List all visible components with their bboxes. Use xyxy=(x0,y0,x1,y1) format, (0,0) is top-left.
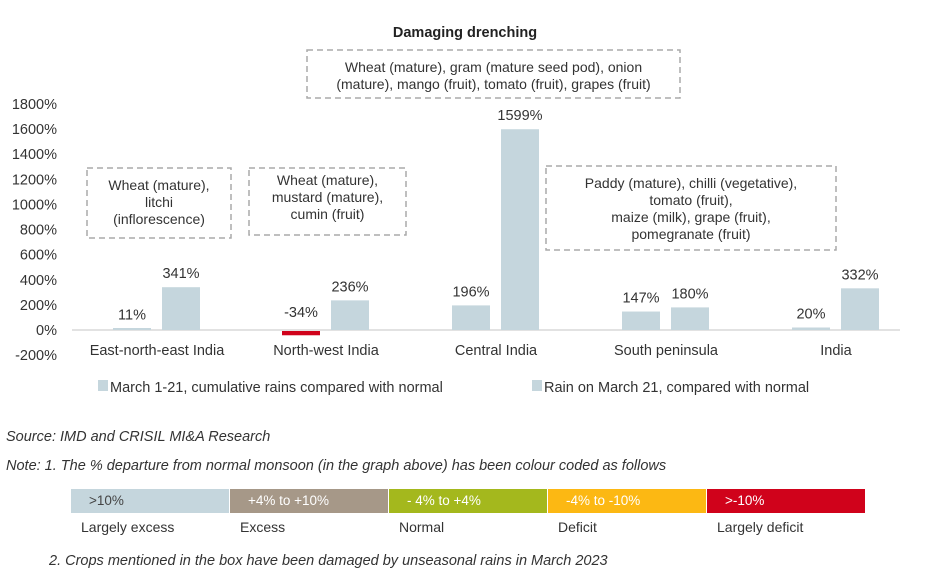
bar xyxy=(162,287,200,330)
scale-label: Excess xyxy=(240,519,286,535)
y-tick-label: 1600% xyxy=(12,122,57,138)
data-label: 1599% xyxy=(497,108,542,124)
scale-item: -4% to -10% Deficit xyxy=(548,489,706,535)
annotation-text: (inflorescence) xyxy=(113,211,205,227)
annotation-text: cumin (fruit) xyxy=(291,206,365,222)
bar xyxy=(671,307,709,330)
note-2: 2. Crops mentioned in the box have been … xyxy=(49,553,608,569)
data-label: -34% xyxy=(284,305,318,321)
scale-label: Normal xyxy=(399,519,445,535)
color-scale: >10% Largely excess +4% to +10% Excess - 4… xyxy=(71,489,866,535)
bar xyxy=(792,327,830,330)
bar xyxy=(113,328,151,330)
bar-chart: Damaging drenching 1800% 1600% 1400% 1200% 1… xyxy=(12,25,900,396)
note-1: Note: 1. The % departure from normal mon… xyxy=(6,458,667,474)
y-tick-label: 0% xyxy=(36,323,57,339)
data-label: 332% xyxy=(841,267,878,283)
scale-swatch: >10% xyxy=(71,489,229,513)
data-label: 11% xyxy=(118,308,146,324)
annotation-text: tomato (fruit), xyxy=(649,192,732,208)
crop-annotation-box xyxy=(86,167,232,239)
scale-label: Deficit xyxy=(558,519,597,535)
data-label: 180% xyxy=(671,286,708,302)
annotation-text: litchi xyxy=(145,194,173,210)
scale-label: Largely excess xyxy=(81,519,175,535)
legend-swatch xyxy=(98,380,108,391)
annotation-text: Paddy (mature), chilli (vegetative), xyxy=(585,175,797,191)
scale-swatch: - 4% to +4% xyxy=(389,489,547,513)
crop-annotation-box xyxy=(545,165,837,251)
category-label: North-west India xyxy=(273,343,380,359)
data-label: 147% xyxy=(622,291,659,307)
annotation-text: Wheat (mature), xyxy=(277,172,378,188)
source-note: Source: IMD and CRISIL MI&A Research xyxy=(6,429,271,445)
bar xyxy=(622,311,660,330)
y-tick-label: 400% xyxy=(20,273,57,289)
annotation-text: (mature), mango (fruit), tomato (fruit),… xyxy=(336,76,650,92)
annotation-text: Wheat (mature), xyxy=(108,177,209,193)
data-label: 196% xyxy=(452,284,489,300)
category-label: India xyxy=(820,343,852,359)
annotation-text: Wheat (mature), gram (mature seed pod), … xyxy=(345,59,642,75)
y-tick-label: 1400% xyxy=(12,147,57,163)
bar xyxy=(331,300,369,330)
y-tick-label: 600% xyxy=(20,248,57,264)
data-label: 20% xyxy=(796,306,825,322)
bar xyxy=(282,331,320,336)
category-label: Central India xyxy=(455,343,538,359)
scale-label: Largely deficit xyxy=(717,519,804,535)
bar xyxy=(501,129,539,330)
bar xyxy=(841,288,879,330)
bar xyxy=(452,305,490,330)
y-tick-label: 1200% xyxy=(12,172,57,188)
y-tick-label: 800% xyxy=(20,223,57,239)
category-label: South peninsula xyxy=(614,343,719,359)
legend-swatch xyxy=(532,380,542,391)
y-tick-label: 1800% xyxy=(12,97,57,113)
legend-label: March 1-21, cumulative rains compared wi… xyxy=(110,380,443,396)
scale-swatch: +4% to +10% xyxy=(230,489,388,513)
y-tick-label: -200% xyxy=(15,348,57,364)
scale-item: >-10% Largely deficit xyxy=(707,489,865,535)
annotation-text: pomegranate (fruit) xyxy=(631,226,750,242)
scale-item: - 4% to +4% Normal xyxy=(389,489,547,535)
y-tick-label: 1000% xyxy=(12,197,57,213)
scale-item: +4% to +10% Excess xyxy=(230,489,388,535)
scale-swatch: -4% to -10% xyxy=(548,489,706,513)
annotation-text: mustard (mature), xyxy=(272,189,383,205)
scale-swatch: >-10% xyxy=(707,489,865,513)
legend-label: Rain on March 21, compared with normal xyxy=(544,380,809,396)
data-label: 236% xyxy=(331,279,368,295)
scale-item: >10% Largely excess xyxy=(71,489,229,535)
category-label: East-north-east India xyxy=(90,343,226,359)
annotation-text: maize (milk), grape (fruit), xyxy=(611,209,770,225)
crop-annotation-box xyxy=(248,167,407,236)
chart-title: Damaging drenching xyxy=(393,25,537,41)
data-label: 341% xyxy=(162,266,199,282)
y-tick-label: 200% xyxy=(20,298,57,314)
